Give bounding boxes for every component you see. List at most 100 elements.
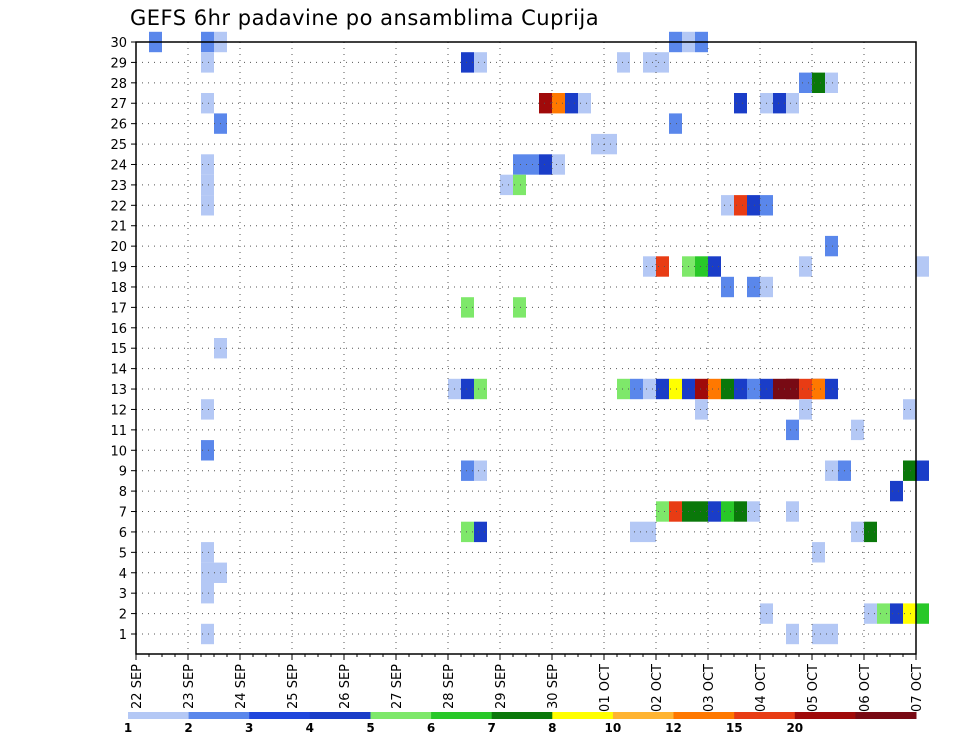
- y-tick-label: 30: [110, 36, 127, 51]
- heatmap-cell: [552, 154, 565, 175]
- colorbar-segment: [673, 712, 735, 719]
- x-tick-label: 28 SEP: [442, 664, 457, 709]
- y-tick-label: 29: [110, 56, 127, 71]
- heatmap-cell: [890, 603, 903, 624]
- x-tick-label: 30 SEP: [546, 664, 561, 709]
- colorbar-label: 15: [726, 721, 743, 735]
- heatmap-cell: [916, 460, 929, 481]
- x-tick-label: 04 OCT: [754, 664, 769, 712]
- colorbar-segment: [309, 712, 371, 719]
- x-tick-label: 05 OCT: [806, 664, 821, 712]
- colorbar-label: 2: [184, 721, 192, 735]
- heatmap-cell: [721, 276, 734, 298]
- heatmap-cell: [916, 256, 929, 277]
- heatmap-cell: [513, 297, 526, 318]
- chart-title: GEFS 6hr padavine po ansamblima Cuprija: [130, 6, 600, 30]
- heatmap-cell: [708, 378, 721, 400]
- colorbar-label: 12: [665, 721, 682, 735]
- heatmap-cell: [539, 93, 552, 114]
- colorbar-segment: [612, 712, 674, 719]
- heatmap-cell: [591, 133, 604, 155]
- heatmap-cell: [656, 501, 669, 522]
- heatmap-cell: [708, 256, 721, 277]
- y-tick-label: 3: [119, 587, 127, 602]
- heatmap-cell: [656, 52, 669, 73]
- heatmap-cell: [643, 52, 656, 73]
- heatmap-cell: [201, 562, 214, 583]
- heatmap-cell: [201, 583, 214, 604]
- y-tick-label: 20: [110, 240, 127, 255]
- heatmap-cell: [890, 480, 903, 502]
- colorbar-label: 8: [548, 721, 556, 735]
- heatmap-cell: [786, 93, 799, 114]
- x-tick-label: 06 OCT: [858, 664, 873, 712]
- colorbar-label: 20: [786, 721, 803, 735]
- heatmap-cell: [695, 399, 708, 420]
- y-tick-label: 21: [110, 220, 127, 235]
- heatmap-cell: [812, 542, 825, 563]
- x-tick-label: 23 SEP: [182, 664, 197, 709]
- heatmap-cell: [877, 603, 890, 624]
- heatmap-cell: [747, 378, 760, 400]
- y-tick-label: 12: [110, 403, 127, 418]
- heatmap-cell: [461, 378, 474, 400]
- heatmap-cell: [656, 378, 669, 400]
- heatmap-cell: [721, 501, 734, 522]
- y-tick-label: 11: [110, 424, 127, 439]
- heatmap-cell: [799, 378, 812, 400]
- y-tick-label: 22: [110, 199, 127, 214]
- heatmap-cell: [799, 399, 812, 420]
- heatmap-cell: [500, 174, 513, 196]
- y-tick-label: 13: [110, 383, 127, 398]
- x-tick-label: 02 OCT: [650, 664, 665, 712]
- heatmap-cell: [513, 154, 526, 175]
- heatmap-cell: [201, 195, 214, 216]
- heatmap-cell: [825, 72, 838, 93]
- heatmap-cell: [656, 256, 669, 277]
- heatmap-cell: [669, 501, 682, 522]
- x-tick-label: 22 SEP: [130, 664, 145, 709]
- heatmap-cell: [786, 501, 799, 522]
- colorbar-segment: [188, 712, 250, 719]
- heatmap-cell: [474, 378, 487, 400]
- colorbar-segment: [431, 712, 493, 719]
- heatmap-cell: [747, 501, 760, 522]
- heatmap-cell: [201, 440, 214, 461]
- heatmap-cell: [825, 378, 838, 400]
- heatmap-cell: [903, 399, 916, 420]
- colorbar-segment: [794, 712, 856, 719]
- heatmap-cell: [721, 378, 734, 400]
- y-tick-label: 18: [110, 281, 127, 296]
- heatmap-cell: [201, 623, 214, 645]
- heatmap-cell: [669, 113, 682, 134]
- x-tick-label: 29 SEP: [494, 664, 509, 709]
- colorbar-label: 6: [427, 721, 435, 735]
- x-tick-label: 25 SEP: [286, 664, 301, 709]
- x-tick-label: 26 SEP: [338, 664, 353, 709]
- heatmap-cell: [617, 378, 630, 400]
- heatmap-cell: [786, 419, 799, 441]
- heatmap-cell: [773, 378, 786, 400]
- colorbar-label: 5: [366, 721, 374, 735]
- heatmap-cell: [903, 603, 916, 624]
- heatmap-cell: [539, 154, 552, 175]
- y-tick-label: 10: [110, 444, 127, 459]
- y-tick-label: 27: [110, 97, 127, 112]
- heatmap-cell: [630, 521, 643, 543]
- heatmap-cell: [786, 623, 799, 645]
- heatmap-cell: [851, 521, 864, 543]
- y-tick-label: 23: [110, 179, 127, 194]
- x-tick-label: 27 SEP: [390, 664, 405, 709]
- colorbar-label: 10: [605, 721, 622, 735]
- heatmap-cell: [461, 521, 474, 543]
- heatmap-cell: [851, 419, 864, 441]
- heatmap-cell: [669, 378, 682, 400]
- heatmap-cell: [812, 72, 825, 93]
- heatmap-cell: [799, 256, 812, 277]
- heatmap-cell: [916, 603, 929, 624]
- colorbar-segment: [370, 712, 432, 719]
- heatmap-cell: [201, 174, 214, 196]
- y-tick-label: 14: [110, 363, 127, 378]
- heatmap-cell: [643, 256, 656, 277]
